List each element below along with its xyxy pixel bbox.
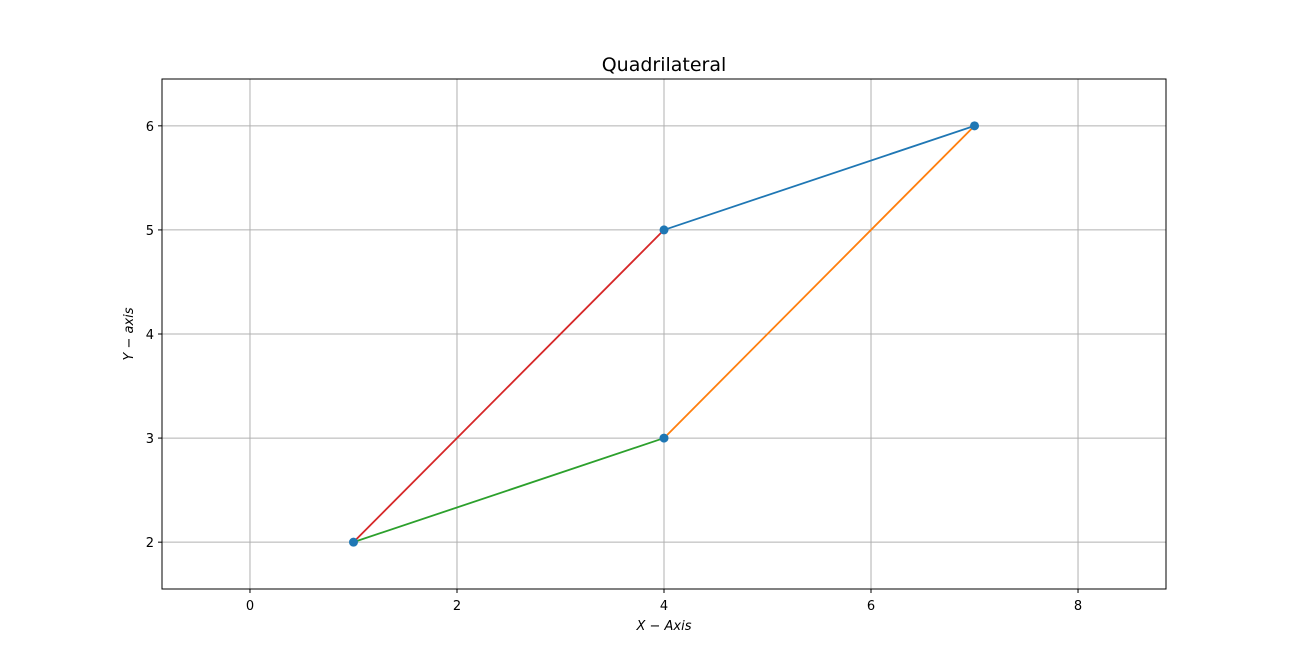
- x-tick-label: 2: [453, 599, 461, 614]
- chart-title: Quadrilateral: [602, 54, 727, 76]
- series-line-segment-2: [663, 125, 976, 439]
- axis-ticks: 0 2 4 6 8 2 3 4 5 6: [146, 120, 1082, 614]
- series-lines: [352, 124, 976, 544]
- x-tick-label: 6: [867, 599, 875, 614]
- series-line-segment-1: [663, 124, 975, 231]
- x-tick-label: 0: [246, 599, 254, 614]
- x-tick-label: 4: [660, 599, 668, 614]
- y-axis-label: Y − axis: [122, 307, 137, 360]
- data-points: [348, 121, 980, 547]
- data-point: [970, 121, 980, 131]
- y-tick-label: 5: [146, 224, 154, 239]
- y-tick-label: 2: [146, 536, 154, 551]
- y-tick-label: 3: [146, 432, 154, 447]
- series-line-segment-3: [353, 437, 665, 544]
- data-point: [659, 225, 669, 235]
- y-tick-label: 6: [146, 120, 154, 135]
- series-line-segment-4: [352, 229, 665, 543]
- y-tick-label: 4: [146, 328, 154, 343]
- x-axis-label: X − Axis: [635, 619, 691, 634]
- data-point: [659, 433, 669, 443]
- data-point: [348, 537, 358, 547]
- x-tick-label: 8: [1074, 599, 1082, 614]
